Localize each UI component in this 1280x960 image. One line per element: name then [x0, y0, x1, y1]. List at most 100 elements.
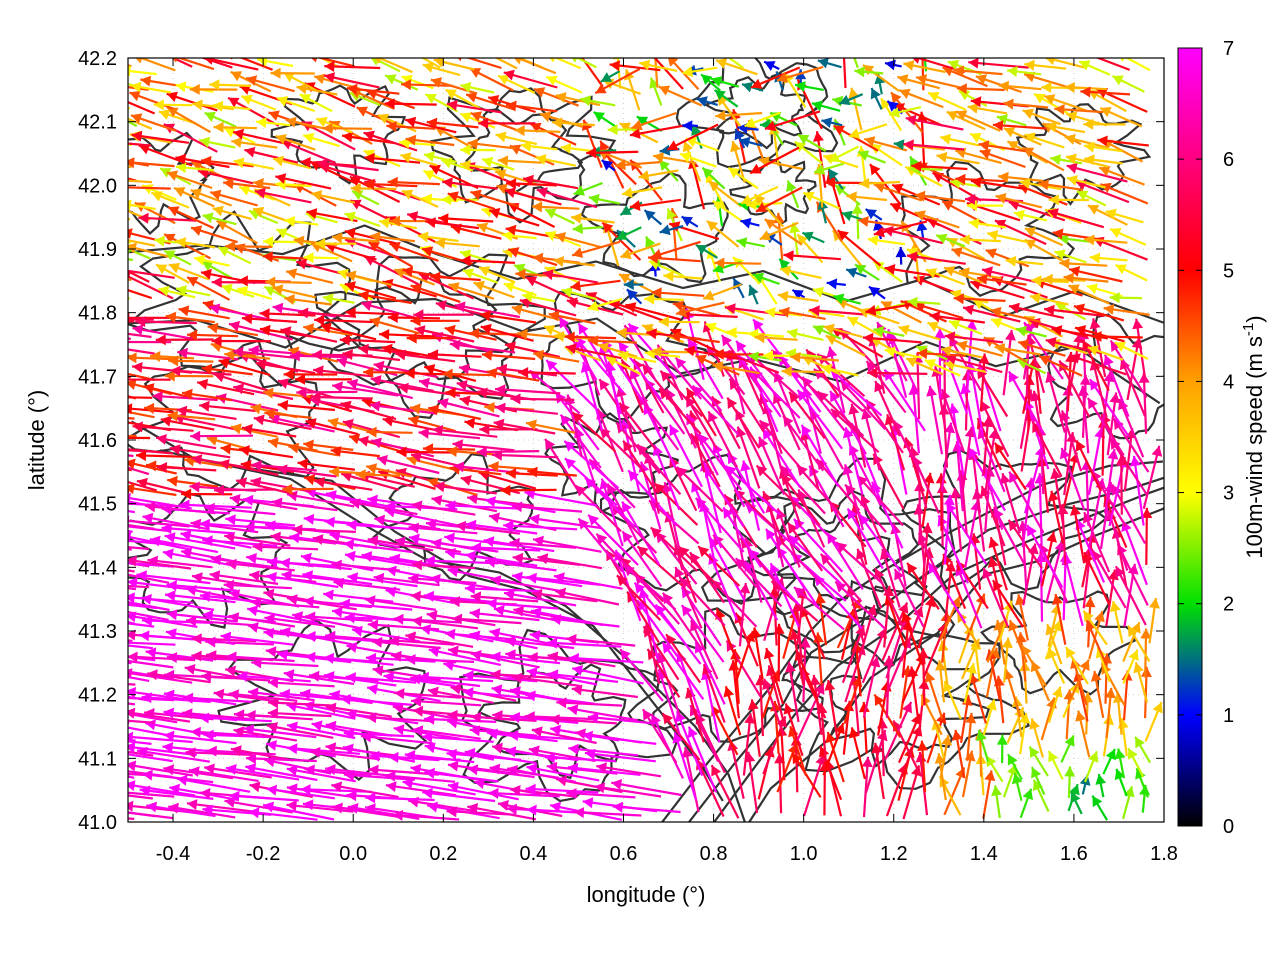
wind-vector-head	[924, 359, 937, 370]
wind-vector-head	[949, 319, 961, 330]
wind-vector-head	[136, 450, 147, 462]
wind-vector-head	[991, 317, 1003, 329]
wind-vector-head	[228, 689, 239, 701]
wind-vector-head	[287, 594, 298, 606]
wind-vector-head	[1003, 98, 1014, 110]
wind-vector-head	[423, 170, 435, 181]
wind-vector-head	[628, 470, 639, 482]
wind-vector-head	[773, 371, 784, 383]
wind-vector-head	[560, 142, 572, 154]
wind-vector-head	[491, 684, 503, 696]
wind-vector-head	[429, 164, 441, 175]
wind-vector-head	[446, 446, 458, 457]
wind-vector-head	[303, 596, 314, 607]
colorbar-tick-label: 5	[1223, 260, 1234, 282]
wind-vector-head	[182, 708, 193, 720]
wind-vector-head	[437, 398, 449, 409]
wind-vector-head	[186, 615, 197, 627]
wind-vector-head	[582, 730, 593, 742]
wind-vector-head	[1099, 166, 1111, 177]
wind-vector	[162, 551, 237, 568]
wind-vector-head	[476, 446, 487, 458]
wind-vector-head	[672, 732, 683, 744]
wind-vector-head	[139, 630, 150, 642]
wind-vector	[132, 327, 195, 340]
wind-vector-head	[488, 461, 499, 473]
wind-vector-head	[424, 713, 435, 725]
wind-vector-head	[666, 208, 677, 220]
wind-vector	[385, 784, 457, 797]
wind-vector	[758, 436, 786, 496]
wind-vector-head	[1114, 342, 1127, 352]
wind-vector-head	[1065, 351, 1077, 363]
wind-vector	[509, 715, 579, 724]
wind-vector-head	[860, 494, 871, 507]
wind-vector-head	[300, 552, 312, 564]
wind-vector-head	[510, 686, 521, 698]
wind-vector-head	[337, 268, 349, 280]
wind-vector	[469, 632, 538, 650]
wind-vector-head	[206, 745, 217, 757]
wind-vector-head	[405, 654, 416, 665]
x-tick-label: 0.6	[610, 843, 638, 865]
wind-vector	[465, 553, 538, 567]
wind-vector-head	[1064, 134, 1076, 145]
wind-vector-head	[917, 348, 928, 360]
wind-vector-head	[1039, 355, 1051, 366]
wind-vector	[742, 460, 761, 531]
x-tick-label: 1.6	[1060, 843, 1088, 865]
wind-vector-head	[100, 74, 111, 85]
wind-vector-head	[847, 508, 858, 520]
wind-vector-head	[128, 458, 136, 470]
wind-vector	[128, 480, 158, 492]
wind-vector	[309, 750, 381, 761]
wind-vector-head	[128, 403, 133, 415]
wind-vector-head	[1091, 331, 1102, 342]
wind-vector-head	[345, 550, 356, 562]
wind-vector-head	[266, 571, 277, 583]
wind-vector-head	[110, 337, 120, 348]
colorbar-tick-label: 6	[1223, 149, 1234, 171]
wind-vector-head	[242, 423, 253, 435]
wind-vector-head	[405, 134, 417, 146]
wind-vector-head	[755, 202, 768, 212]
wind-vector-head	[169, 783, 181, 795]
wind-vector-head	[776, 508, 787, 520]
wind-vector	[141, 596, 215, 611]
wind-vector	[228, 322, 293, 341]
wind-vector	[136, 749, 210, 763]
wind-vector-head	[140, 75, 152, 87]
wind-vector	[679, 577, 726, 627]
wind-vector	[617, 341, 662, 401]
wind-vector	[136, 573, 211, 585]
wind-vector-head	[606, 356, 618, 367]
wind-vector	[691, 384, 740, 436]
wind-vector-head	[748, 285, 759, 297]
wind-vector-head	[1059, 360, 1069, 372]
wind-vector-head	[575, 728, 586, 740]
colorbar-title-superscript: -1	[1240, 323, 1257, 336]
wind-vector	[611, 781, 682, 797]
wind-vector-head	[1151, 445, 1163, 457]
wind-vector-head	[649, 77, 660, 89]
wind-vector	[223, 583, 292, 590]
wind-vector	[451, 617, 522, 625]
wind-vector	[556, 701, 623, 707]
wind-vector-head	[268, 677, 279, 689]
wind-vector-head	[571, 684, 583, 696]
wind-vector-head	[187, 277, 199, 287]
wind-vector-head	[587, 712, 599, 724]
wind-vector-head	[916, 220, 928, 232]
wind-vector-head	[273, 155, 285, 167]
wind-vector-head	[146, 801, 157, 813]
wind-vector-head	[607, 124, 618, 136]
wind-vector-head	[1103, 371, 1115, 383]
wind-vector-head	[1094, 611, 1105, 623]
wind-vector	[528, 369, 581, 415]
wind-vector	[737, 354, 782, 418]
wind-vector-head	[460, 81, 472, 93]
wind-vector-head	[1032, 421, 1043, 434]
wind-vector	[892, 419, 924, 477]
wind-vector	[1091, 549, 1127, 609]
wind-vector	[563, 440, 620, 489]
